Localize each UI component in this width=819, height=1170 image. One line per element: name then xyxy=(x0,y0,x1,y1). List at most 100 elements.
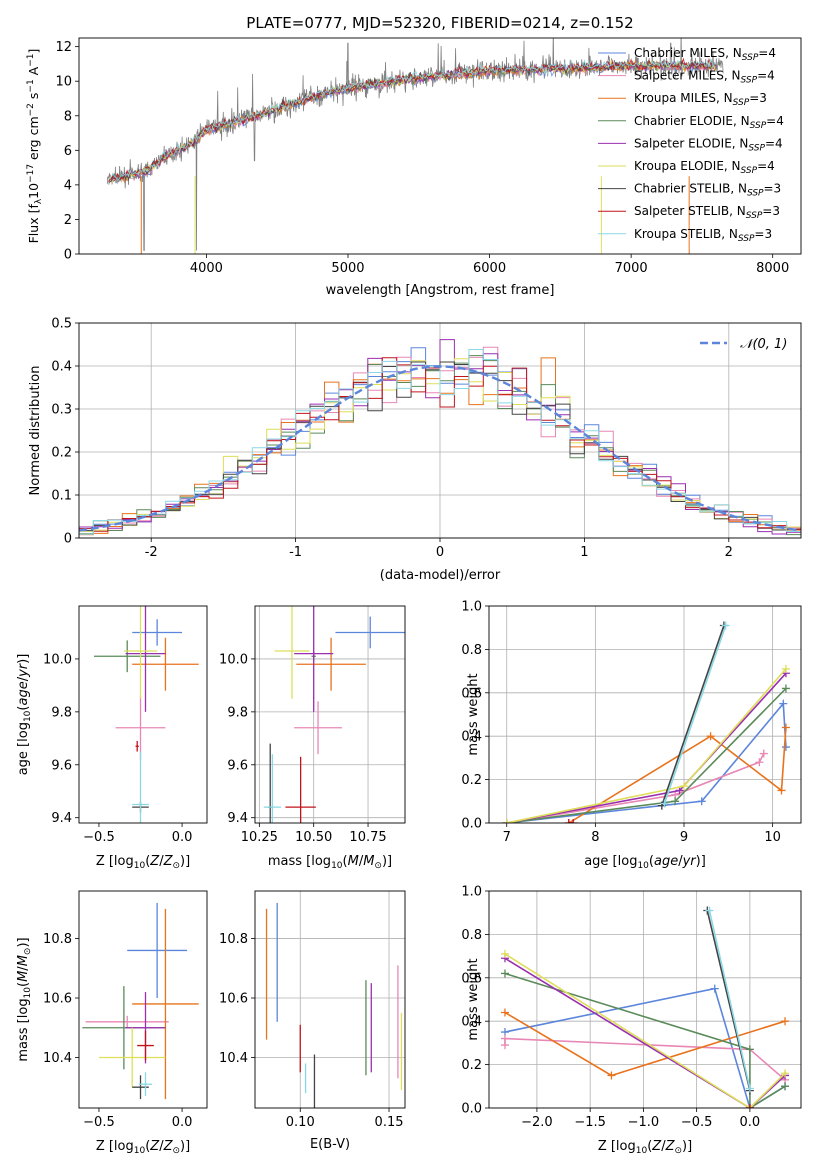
label-part: Z xyxy=(651,1139,662,1154)
label-part: Z xyxy=(163,1139,174,1154)
label-part: yr xyxy=(682,854,698,869)
x-tick-label: −1.0 xyxy=(628,1115,660,1130)
label-part: M xyxy=(16,971,31,982)
y-tick-label: 0.2 xyxy=(51,446,72,461)
y-tick-label: 9.4 xyxy=(51,811,72,826)
weight-marker-kroupa-miles xyxy=(607,1071,616,1080)
x-tick-label: −1.5 xyxy=(574,1115,606,1130)
label-part: / xyxy=(159,1139,164,1154)
label-part: =4 xyxy=(757,69,775,83)
y-tick-label: 9.8 xyxy=(51,705,72,720)
x-axis-label: wavelength [Angstrom, rest frame] xyxy=(326,283,555,298)
label-part: ( xyxy=(647,1139,652,1154)
label-part: ⊙ xyxy=(374,861,382,871)
label-part: SSP xyxy=(746,211,763,221)
weight-marker-kroupa-stelib xyxy=(745,1084,754,1093)
weight-marker-kroupa-elodie xyxy=(781,1069,790,1078)
label-part: ] xyxy=(26,49,41,54)
errorbar-kroupa-elodie xyxy=(98,1027,166,1088)
label-part: −1 xyxy=(26,79,36,92)
label-part: Chabrier STELIB, N xyxy=(634,182,747,196)
axes-frame xyxy=(78,37,802,255)
weight-line-kroupa-stelib xyxy=(708,910,751,1089)
x-axis-label: Z [log10(Z/Z⊙)] xyxy=(96,854,190,871)
weight-marker-chabrier-miles xyxy=(779,699,788,708)
x-tick-label: 0.0 xyxy=(172,1115,193,1130)
weight-marker-kroupa-elodie xyxy=(781,664,790,673)
weight-marker-salpeter-miles xyxy=(755,758,764,767)
label-part: =4 xyxy=(766,114,784,128)
x-tick-label: 6000 xyxy=(473,261,506,276)
label-part: SSP xyxy=(741,76,758,86)
plot-area xyxy=(489,891,801,1108)
label-part: Z xyxy=(149,854,160,869)
y-tick-label: 10 xyxy=(55,75,72,90)
y-tick-label: 0.6 xyxy=(461,686,482,701)
errorbar-kroupa-stelib xyxy=(132,751,149,823)
label-part: / xyxy=(359,854,364,869)
legend-label-gaussian: 𝒩(0, 1) xyxy=(740,337,787,352)
weight-marker-chabrier-miles xyxy=(781,743,790,752)
x-tick-label: 7 xyxy=(503,830,511,845)
weight-marker-chabrier-elodie xyxy=(500,969,509,978)
plot-area xyxy=(255,891,405,1108)
weight-line-kroupa-elodie xyxy=(504,953,786,1108)
y-axis-label: age [log10(age/yr)] xyxy=(16,654,33,776)
label-part: ( xyxy=(16,706,31,711)
label-part: age [log xyxy=(16,722,31,775)
label-part: )] xyxy=(180,854,190,869)
panel-age_vs_mass: 10.25 10.50 10.75 9.4 9.6 9.8 10.0 mass [log10(… xyxy=(219,605,406,871)
weight-marker-salpeter-stelib xyxy=(564,819,573,823)
errorbar-kroupa-miles xyxy=(132,908,199,1100)
axes-frame xyxy=(78,890,208,1109)
label-part: ⊙ xyxy=(23,948,33,956)
y-tick-label: 1.0 xyxy=(461,600,482,615)
label-part: =4 xyxy=(765,136,783,150)
label-part: =4 xyxy=(758,46,776,60)
label-part: age xyxy=(16,681,31,705)
chart-title: PLATE=0777, MJD=52320, FIBERID=0214, z=0… xyxy=(246,14,633,32)
y-tick-label: 10.8 xyxy=(219,932,248,947)
errorbar-kroupa-elodie xyxy=(123,606,158,699)
label-part: erg cm xyxy=(26,116,41,164)
label-part: λ xyxy=(34,198,44,204)
y-tick-label: 10.8 xyxy=(43,932,72,947)
panel-age_vs_Z: −0.5 0.09.49.69.810.0Z [log10(Z/Z⊙)]age [… xyxy=(16,605,208,871)
y-tick-label: 0.4 xyxy=(461,730,482,745)
label-part: )] xyxy=(180,1139,190,1154)
legend-label-salpeter-miles: Salpeter MILES, NSSP=4 xyxy=(634,69,775,86)
panel-weight_vs_Z: −2.0 −1.5 −1.0 −0.5 0.0 0.0 0.2 0.4 0.6 0.8 1.0 Z [… xyxy=(461,885,802,1156)
label-part: =4 xyxy=(757,159,775,173)
x-axis-label: mass [log10(M/M⊙)] xyxy=(268,854,392,871)
gaussian-curve xyxy=(79,365,799,532)
y-tick-label: 0.5 xyxy=(51,317,72,332)
label-part: SSP xyxy=(738,234,755,244)
weight-marker-chabrier-elodie xyxy=(671,797,680,806)
y-tick-label: 0.0 xyxy=(461,1102,482,1117)
weight-marker-salpeter-stelib xyxy=(745,1104,754,1108)
label-part: ⊙ xyxy=(172,1146,180,1156)
label-part: )] xyxy=(696,854,706,869)
y-tick-label: 0.4 xyxy=(461,1015,482,1030)
y-tick-label: 9.8 xyxy=(227,705,248,720)
label-part: ⊙ xyxy=(172,861,180,871)
label-part: mass [log xyxy=(268,854,331,869)
legend-label-chabrier-miles: Chabrier MILES, NSSP=4 xyxy=(634,46,776,63)
axes-frame xyxy=(254,890,406,1109)
weight-marker-salpeter-miles xyxy=(500,1034,509,1043)
x-tick-label: −0.5 xyxy=(681,1115,713,1130)
label-part: 10 xyxy=(636,1146,648,1156)
y-tick-label: 0.6 xyxy=(461,971,482,986)
label-part: ( xyxy=(145,1139,150,1154)
x-tick-label: −2.0 xyxy=(521,1115,553,1130)
label-part: SSP xyxy=(733,98,750,108)
x-tick-label: -2 xyxy=(145,545,158,560)
weight-marker-salpeter-miles xyxy=(759,749,768,758)
y-tick-label: 10.4 xyxy=(219,1051,248,1066)
label-part: Kroupa STELIB, N xyxy=(634,227,738,241)
y-axis-label: mass [log10(M/M⊙)] xyxy=(16,937,33,1061)
errorbar-salpeter-miles xyxy=(85,1015,169,1028)
weight-marker-chabrier-miles xyxy=(697,797,706,806)
errorbar-kroupa-elodie xyxy=(274,606,310,699)
errorbar-salpeter-stelib xyxy=(135,740,139,752)
